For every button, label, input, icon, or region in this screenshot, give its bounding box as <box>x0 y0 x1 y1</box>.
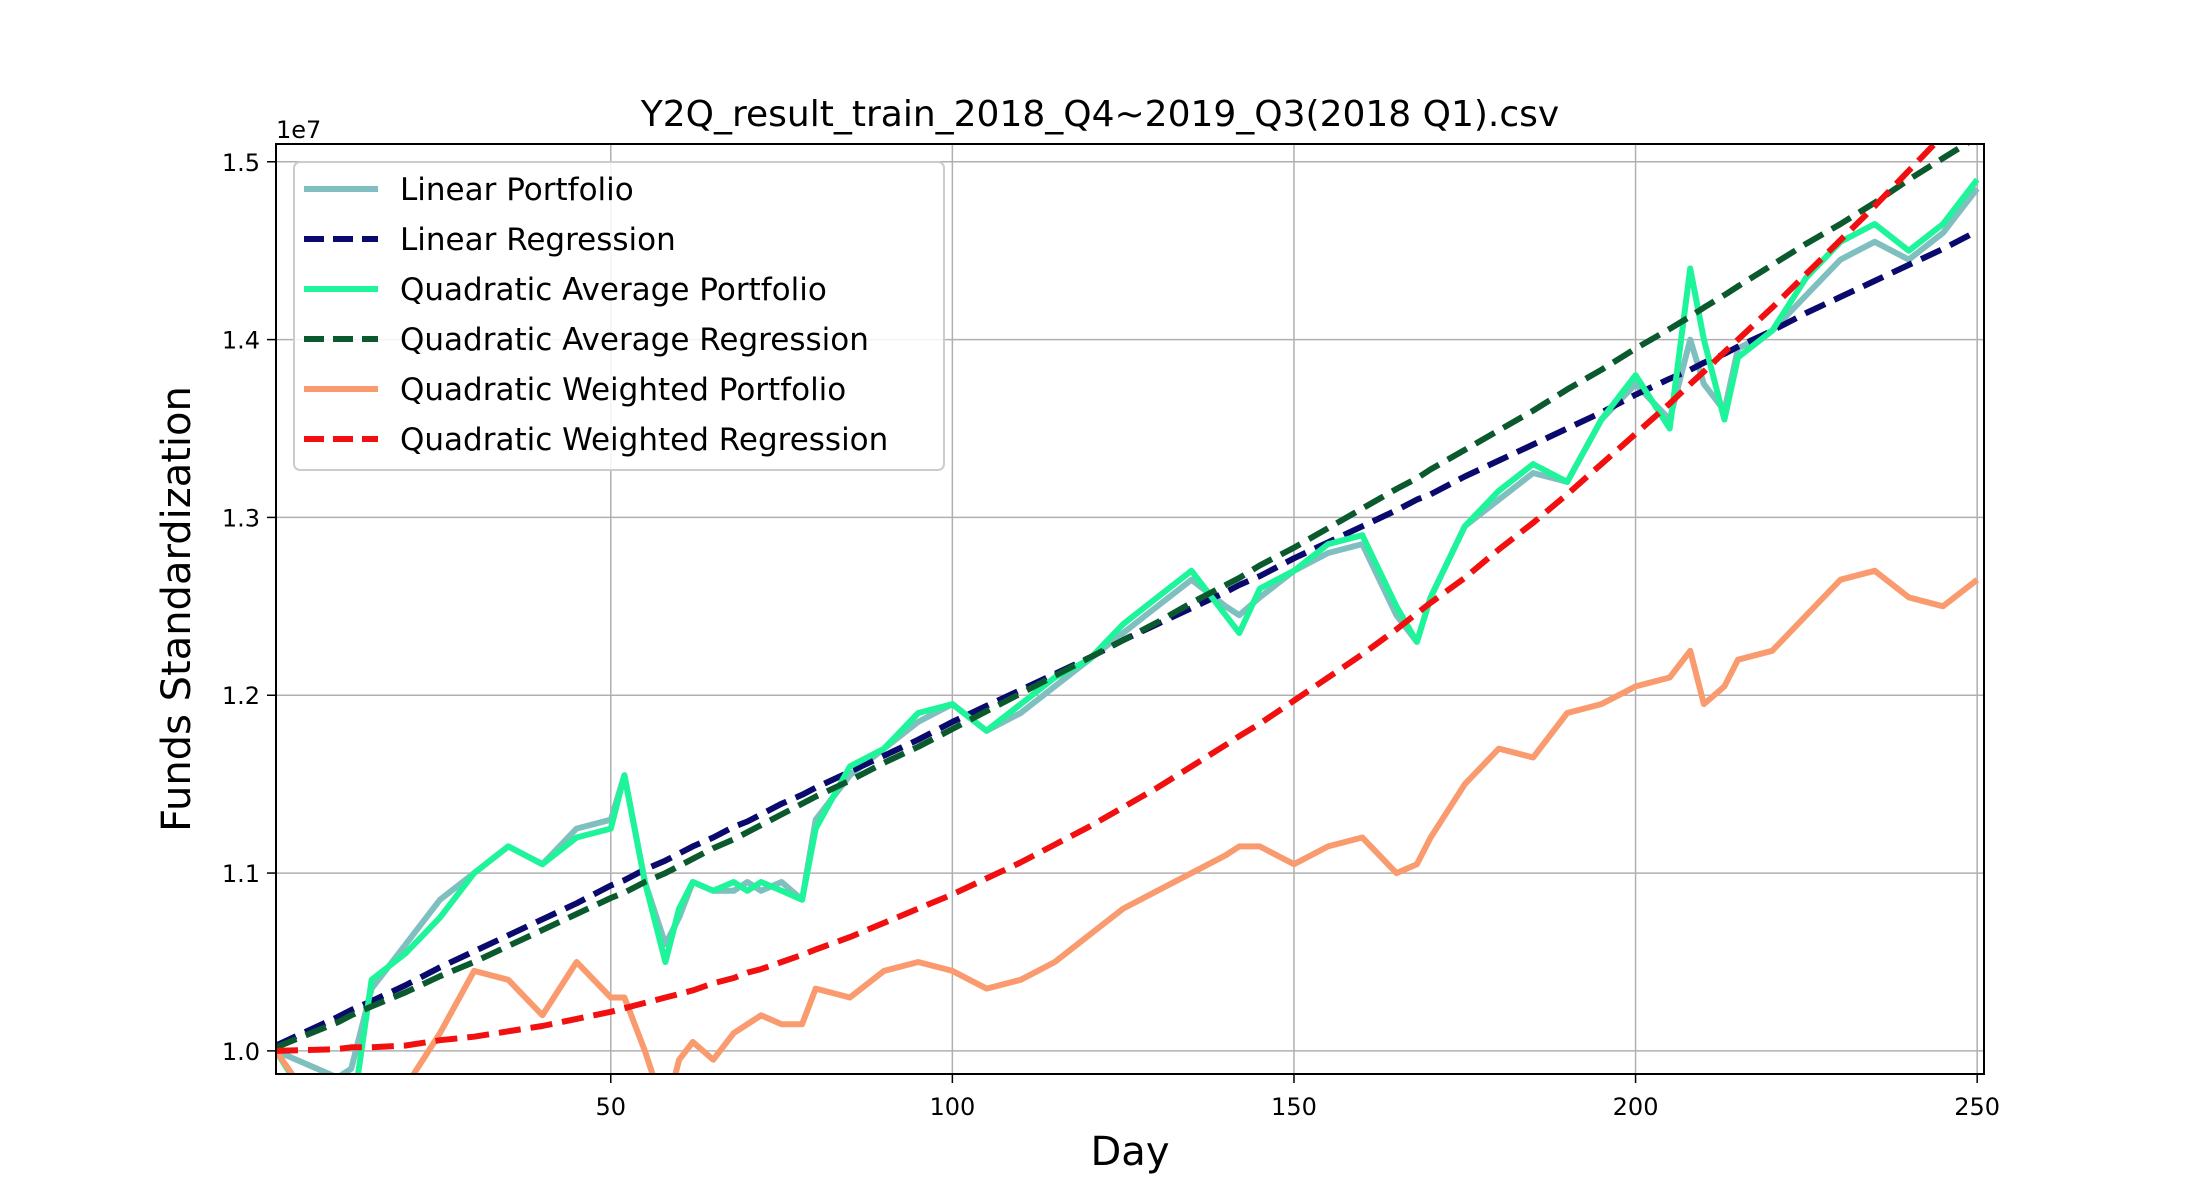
legend: Linear Portfolio Linear Regression Quadrat… <box>293 161 945 471</box>
x-tick-label: 150 <box>1271 1093 1317 1121</box>
series-layer <box>276 144 1980 1074</box>
legend-item: Quadratic Average Portfolio <box>304 272 827 308</box>
x-tick-label: 100 <box>929 1093 975 1121</box>
y-offset-label: 1e7 <box>276 116 321 144</box>
x-axis: 50 100 150 200 250 <box>595 1074 2000 1121</box>
y-tick-label: 1.4 <box>222 327 260 355</box>
series-quadratic-average-regression <box>276 144 1972 1051</box>
x-tick-label: 250 <box>1954 1093 2000 1121</box>
legend-item: Quadratic Average Regression <box>304 322 869 358</box>
legend-item: Quadratic Weighted Regression <box>304 422 888 458</box>
legend-item: Linear Regression <box>304 222 676 258</box>
chart-title: Y2Q_result_train_2018_Q4~2019_Q3(2018 Q1… <box>640 94 1559 135</box>
x-axis-title: Day <box>1091 1129 1170 1175</box>
y-tick-label: 1.5 <box>222 149 260 177</box>
y-axis: 1.0 1.1 1.2 1.3 1.4 1.5 <box>222 149 276 1066</box>
plot-frame <box>275 143 1985 1075</box>
legend-item: Quadratic Weighted Portfolio <box>304 372 846 408</box>
y-tick-label: 1.0 <box>222 1038 260 1066</box>
y-tick-label: 1.1 <box>222 860 260 888</box>
legend-item: Linear Portfolio <box>304 172 634 208</box>
series-quadratic-weighted-portfolio <box>276 567 1980 1074</box>
legend-label: Quadratic Weighted Portfolio <box>400 372 846 408</box>
legend-label: Linear Portfolio <box>400 172 634 208</box>
legend-frame <box>293 161 945 471</box>
y-tick-label: 1.3 <box>222 504 260 532</box>
x-tick-label: 50 <box>595 1093 626 1121</box>
y-tick-label: 1.2 <box>222 682 260 710</box>
x-tick-label: 200 <box>1613 1093 1659 1121</box>
legend-label: Quadratic Average Regression <box>400 322 869 358</box>
y-axis-title: Funds Standardization <box>154 386 200 832</box>
legend-label: Quadratic Average Portfolio <box>400 272 827 308</box>
legend-label: Linear Regression <box>400 222 676 258</box>
series-quadratic-weighted-regression <box>276 144 1939 1054</box>
legend-label: Quadratic Weighted Regression <box>400 422 888 458</box>
